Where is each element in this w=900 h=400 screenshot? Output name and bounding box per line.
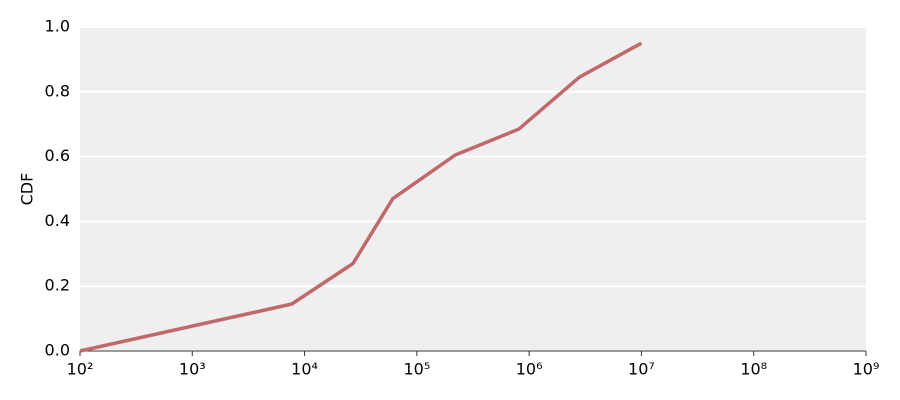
x-tick-label: 10⁶ [516, 360, 543, 379]
y-axis-label: CDF [18, 173, 37, 206]
y-tick-label: 0.8 [45, 81, 70, 100]
plot-background [80, 27, 866, 351]
y-tick-label: 1.0 [45, 17, 70, 36]
x-tick-label: 10³ [179, 360, 206, 379]
y-tick-label: 0.0 [45, 341, 70, 360]
y-tick-label: 0.2 [45, 276, 70, 295]
data-line [79, 41, 643, 353]
x-tick-label: 10⁷ [628, 360, 655, 379]
x-tick-label: 10⁵ [403, 360, 430, 379]
y-tick-label: 0.6 [45, 146, 70, 165]
y-tick-label: 0.4 [45, 211, 70, 230]
x-tick-label: 10⁴ [291, 360, 318, 379]
x-tick-label: 10² [67, 360, 94, 379]
x-tick-label: 10⁹ [853, 360, 880, 379]
x-tick-label: 10⁸ [740, 360, 767, 379]
